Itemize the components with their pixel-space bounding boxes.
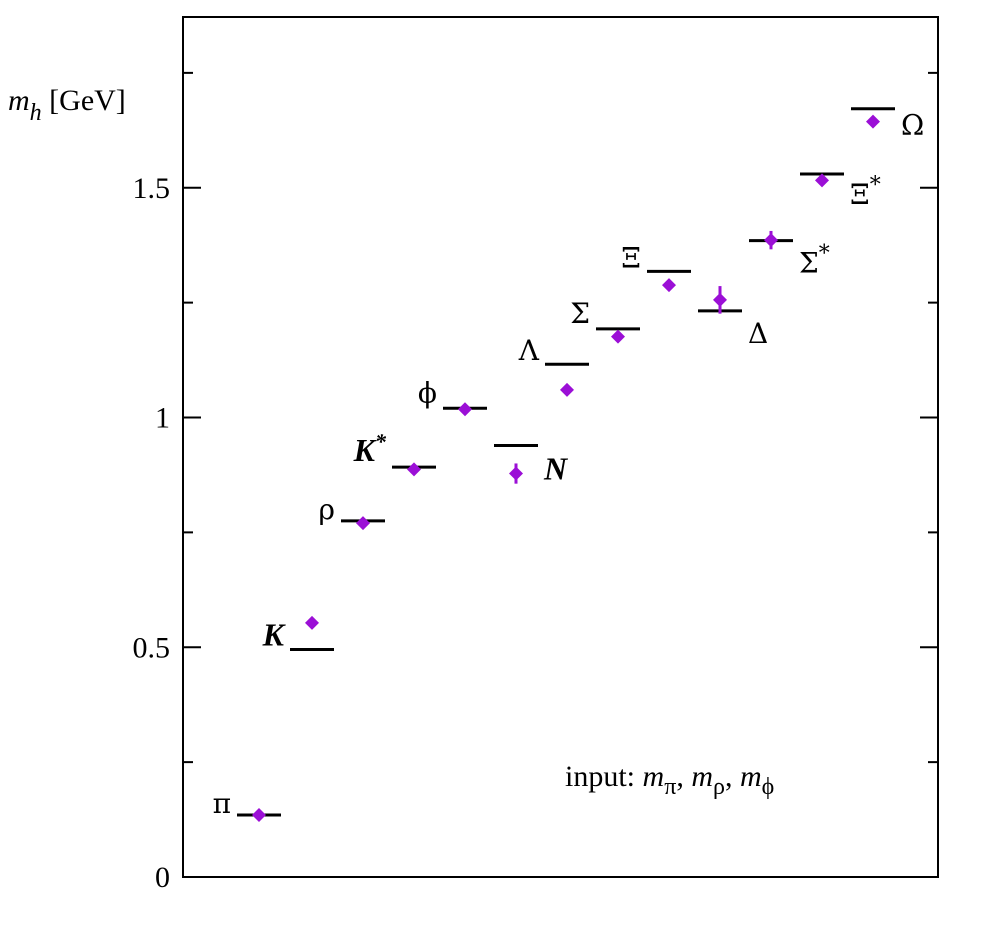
y-tick-label: 1.5 — [133, 172, 171, 205]
lattice-point — [252, 807, 266, 822]
hadron-label: Ω — [901, 109, 924, 142]
hadron-label: ρ — [319, 493, 335, 526]
lattice-point — [509, 466, 523, 481]
input-annotation-sub2: ρ — [713, 774, 725, 800]
lattice-point — [611, 329, 625, 344]
hadron-label: Σ* — [799, 242, 830, 280]
input-annotation-sep1: , — [676, 760, 691, 793]
lattice-point — [407, 462, 421, 477]
hadron-label: N — [543, 451, 569, 487]
input-annotation-sep2: , — [725, 760, 740, 793]
input-annotation-m1: m — [643, 760, 665, 793]
hadron-label: Ξ — [621, 241, 641, 274]
lattice-point — [866, 114, 880, 129]
hadron-label: ϕ — [418, 376, 437, 409]
plot-frame — [182, 16, 939, 878]
lattice-point — [764, 233, 778, 248]
y-tick-label: 1 — [155, 402, 170, 435]
lattice-point — [560, 382, 574, 397]
input-annotation-m2: m — [691, 760, 713, 793]
hadron-labels: π Kρ K* ϕ N ΛΣΞ Δ Σ* Ξ* Ω — [213, 109, 925, 820]
hadron-label: Σ — [570, 297, 590, 330]
y-axis-title-subscript: h — [30, 100, 42, 126]
lattice-point — [305, 615, 319, 630]
hadron-label: Δ — [748, 317, 768, 350]
y-tick-label: 0.5 — [133, 631, 171, 664]
hadron-label: Ξ* — [850, 173, 881, 211]
y-axis-ticks — [183, 71, 938, 878]
lattice-points — [252, 114, 880, 822]
lattice-point — [662, 278, 676, 293]
hadron-label: Λ — [518, 334, 540, 367]
y-axis-tick-labels: 0 0.5 1 1.5 — [133, 172, 171, 894]
hadron-label: π — [213, 787, 231, 820]
hadron-label: K — [262, 617, 287, 653]
lattice-point — [458, 402, 472, 417]
y-axis-title-unit: [GeV] — [42, 84, 126, 117]
input-annotation-m3: m — [740, 760, 762, 793]
lattice-point — [356, 516, 370, 531]
y-axis-title: mh [GeV] — [8, 84, 126, 126]
input-annotation-sub3: ϕ — [762, 774, 775, 800]
hadron-label: K* — [353, 429, 387, 468]
y-axis-title-symbol: m — [8, 84, 30, 117]
lattice-point — [815, 173, 829, 188]
input-annotation-prefix: input: — [565, 760, 643, 793]
input-annotation: input: mπ, mρ, mϕ — [565, 760, 774, 800]
lattice-point — [713, 292, 727, 307]
y-tick-label: 0 — [155, 861, 170, 894]
input-annotation-sub1: π — [664, 774, 676, 800]
